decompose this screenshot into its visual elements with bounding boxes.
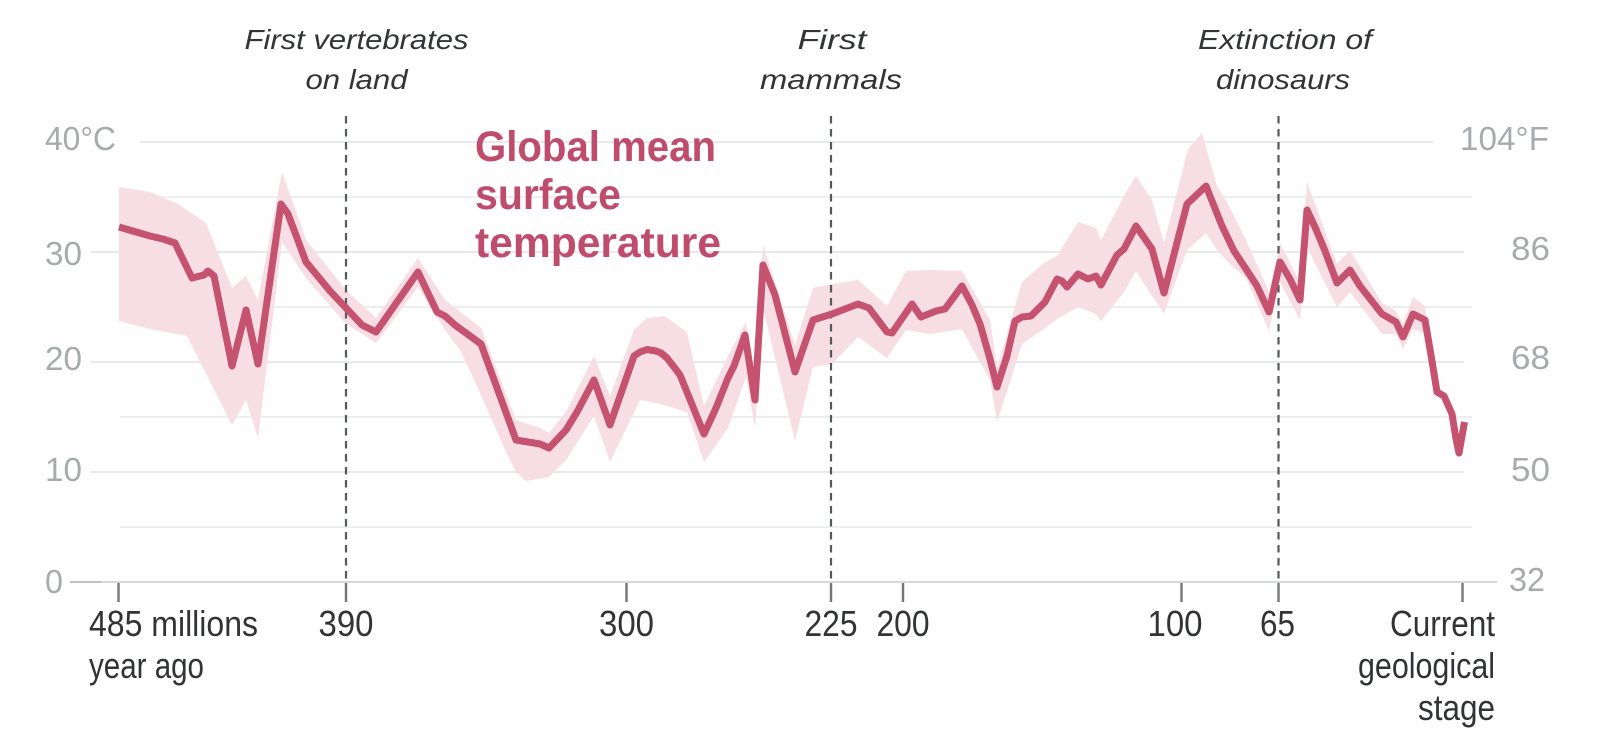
svg-text:First vertebrates: First vertebrates xyxy=(245,24,469,55)
svg-text:32: 32 xyxy=(1509,561,1545,598)
svg-text:225: 225 xyxy=(805,603,858,644)
svg-text:First: First xyxy=(798,24,869,55)
svg-text:86: 86 xyxy=(1511,230,1550,267)
svg-text:20: 20 xyxy=(45,340,82,377)
svg-text:0: 0 xyxy=(45,563,63,600)
svg-text:100: 100 xyxy=(1148,603,1203,644)
svg-text:10: 10 xyxy=(45,451,82,488)
svg-text:on land: on land xyxy=(306,64,410,95)
svg-text:40°C: 40°C xyxy=(45,120,116,157)
svg-text:mammals: mammals xyxy=(760,64,902,95)
svg-text:50: 50 xyxy=(1511,451,1550,488)
svg-text:65: 65 xyxy=(1260,603,1295,644)
svg-text:year ago: year ago xyxy=(89,645,204,686)
svg-text:104°F: 104°F xyxy=(1460,120,1549,157)
svg-text:surface: surface xyxy=(475,171,621,219)
svg-text:68: 68 xyxy=(1511,339,1550,376)
svg-text:stage: stage xyxy=(1418,687,1495,728)
svg-text:Global mean: Global mean xyxy=(475,123,716,171)
svg-text:30: 30 xyxy=(45,235,82,272)
svg-text:geological: geological xyxy=(1358,645,1495,686)
svg-text:dinosaurs: dinosaurs xyxy=(1216,64,1350,95)
svg-text:390: 390 xyxy=(319,603,374,644)
svg-text:Current: Current xyxy=(1390,603,1495,644)
svg-text:200: 200 xyxy=(877,603,930,644)
svg-text:Extinction of: Extinction of xyxy=(1198,24,1376,55)
svg-text:485 millions: 485 millions xyxy=(89,603,258,644)
svg-text:temperature: temperature xyxy=(475,219,721,267)
svg-text:300: 300 xyxy=(599,603,654,644)
